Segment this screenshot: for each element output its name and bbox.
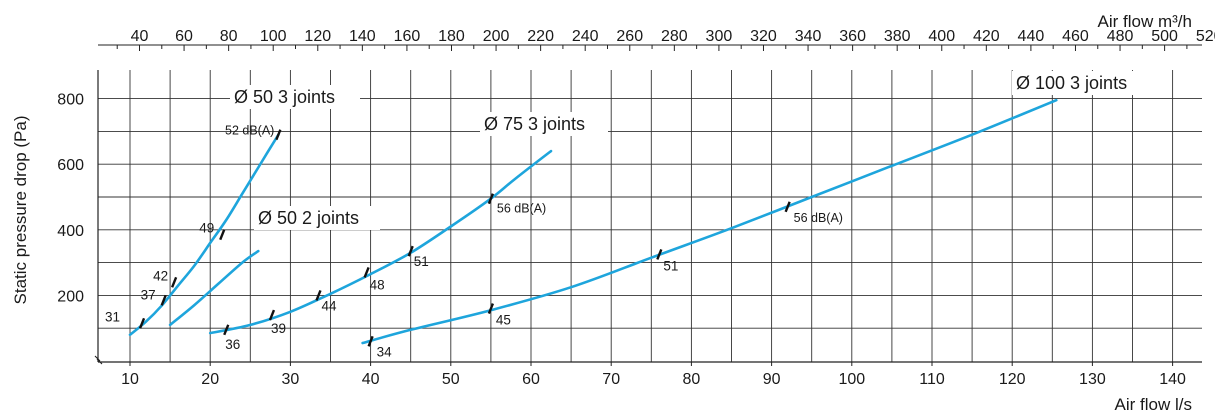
x2-tick-label: 440 — [1018, 28, 1045, 45]
sound-level-marker — [219, 229, 226, 241]
x-tick-label: 30 — [282, 371, 300, 388]
series-line — [361, 98, 1058, 345]
x2-tick-label: 340 — [795, 28, 822, 45]
x-axis-title: Air flow l/s — [1115, 395, 1192, 414]
x2-tick-label: 80 — [220, 28, 238, 45]
sound-level-marker — [223, 324, 230, 336]
x2-tick-label: 280 — [661, 28, 688, 45]
sound-level-marker — [656, 248, 663, 260]
sound-level-marker — [487, 193, 495, 205]
x-tick-label: 100 — [838, 371, 865, 388]
x2-tick-label: 200 — [483, 28, 510, 45]
x2-axis-title: Air flow m³/h — [1098, 12, 1192, 31]
x2-tick-label: 320 — [750, 28, 777, 45]
sound-level-marker — [160, 294, 167, 306]
labels-layer: Ø 50 3 joints 31 37 42 49 52 dB(A) Ø 50 2 join… — [105, 71, 1146, 359]
sound-level-label: 31 — [105, 309, 120, 324]
sound-level-label: 56 dB(A) — [497, 202, 546, 216]
series-line — [168, 249, 260, 327]
y-tick-label: 400 — [57, 223, 84, 240]
series-line — [128, 133, 280, 337]
x2-tick-label: 360 — [839, 28, 866, 45]
sound-level-label: 45 — [496, 313, 511, 328]
x2-tick-label: 460 — [1062, 28, 1089, 45]
x-tick-label: 70 — [602, 371, 620, 388]
x2-tick-label: 40 — [131, 28, 149, 45]
sound-level-label: 34 — [377, 344, 393, 359]
x-tick-label: 40 — [362, 371, 380, 388]
x2-tick-label: 220 — [527, 28, 554, 45]
sound-level-marker — [367, 335, 374, 347]
sound-level-label: 51 — [414, 254, 429, 269]
x2-tick-label: 100 — [260, 28, 287, 45]
sound-level-marker — [487, 303, 495, 314]
sound-level-marker — [315, 289, 322, 301]
x2-tick-label: 60 — [175, 28, 193, 45]
series-name-bg — [254, 206, 380, 230]
sound-level-marker — [784, 201, 791, 213]
sound-level-marker — [138, 317, 146, 329]
x2-tick-label: 300 — [706, 28, 733, 45]
y-tick-label: 200 — [57, 288, 84, 305]
x-tick-label: 130 — [1079, 371, 1106, 388]
sound-level-marker — [407, 245, 414, 257]
sound-level-label: 39 — [271, 321, 286, 336]
x-tick-label: 110 — [919, 371, 945, 388]
series-name-label: Ø 75 3 joints — [484, 114, 585, 134]
sound-level-label: 49 — [199, 221, 214, 236]
x2-tick-label: 180 — [438, 28, 465, 45]
sound-level-label: 37 — [141, 287, 156, 302]
sound-level-label: 42 — [153, 268, 168, 283]
series-name-label: Ø 100 3 joints — [1016, 73, 1127, 93]
series-name-bg — [230, 85, 360, 109]
sound-level-label: 56 dB(A) — [794, 211, 843, 225]
x-tick-label: 10 — [121, 371, 139, 388]
x-tick-label: 120 — [999, 371, 1026, 388]
series-name-bg — [1012, 71, 1146, 95]
y-tick-label: 800 — [57, 92, 84, 109]
series-name-label: Ø 50 3 joints — [234, 87, 335, 107]
series-name-bg — [480, 112, 608, 136]
sound-level-marker — [363, 266, 370, 278]
y-tick-label: 600 — [57, 157, 84, 174]
x-tick-label: 90 — [763, 371, 781, 388]
x2-tick-label: 420 — [973, 28, 1000, 45]
x2-tick-label: 400 — [928, 28, 955, 45]
x2-tick-label: 480 — [1107, 28, 1134, 45]
series-line — [208, 149, 553, 335]
x2-tick-label: 160 — [394, 28, 421, 45]
sound-level-label: 48 — [370, 277, 385, 292]
sound-level-marker — [275, 129, 282, 141]
sound-level-marker — [170, 276, 178, 288]
x2-tick-label: 500 — [1151, 28, 1178, 45]
x-tick-label: 50 — [442, 371, 460, 388]
y-axis-title: Static pressure drop (Pa) — [11, 116, 30, 305]
sound-level-label: 44 — [321, 298, 337, 313]
sound-level-label: 51 — [663, 258, 678, 273]
x2-tick-label: 380 — [884, 28, 911, 45]
x-tick-label: 20 — [201, 371, 219, 388]
sound-level-marker — [268, 309, 276, 321]
x2-tick-label: 120 — [304, 28, 331, 45]
x-tick-label: 80 — [683, 371, 701, 388]
x2-tick-label: 520 — [1196, 28, 1215, 45]
axes: 40 60 80 100 120 140 160 180 200 220 240 260 280 300 3… — [57, 28, 1215, 388]
sound-level-label: 52 dB(A) — [225, 124, 274, 138]
x2-tick-label: 140 — [349, 28, 376, 45]
series-layer — [128, 98, 1058, 345]
x2-tick-label: 260 — [616, 28, 643, 45]
x-tick-label: 60 — [522, 371, 540, 388]
x-tick-label: 140 — [1159, 371, 1186, 388]
sound-level-label: 36 — [225, 337, 240, 352]
x2-tick-label: 240 — [572, 28, 599, 45]
series-name-label: Ø 50 2 joints — [258, 208, 359, 228]
